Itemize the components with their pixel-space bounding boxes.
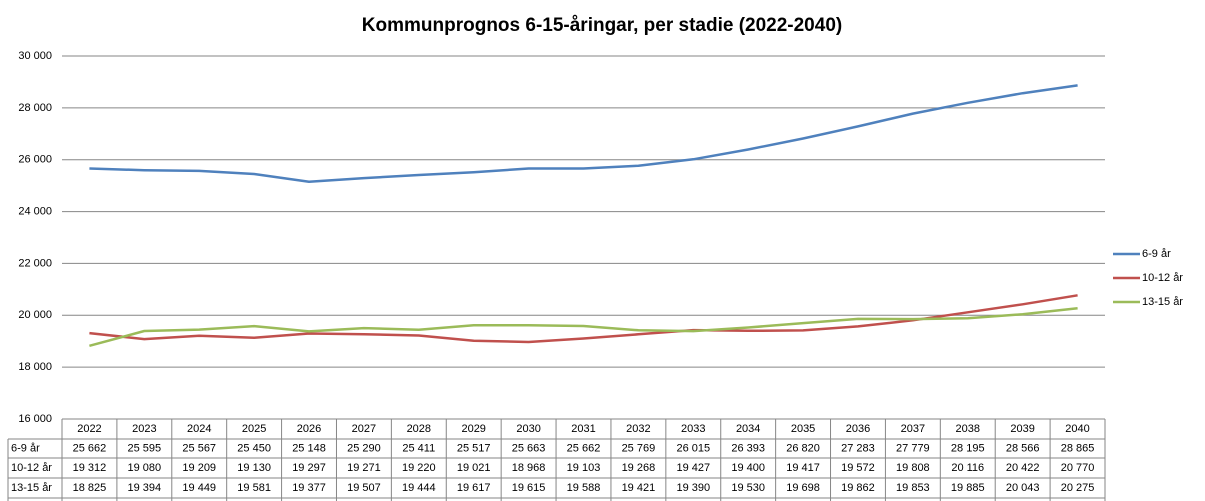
table-cell: 26 820 (786, 442, 820, 454)
table-cell: 19 885 (951, 482, 985, 494)
y-tick-label: 22 000 (18, 257, 52, 269)
x-tick-label: 2031 (571, 423, 595, 435)
table-cell: 19 615 (512, 482, 546, 494)
table-cell: 18 968 (512, 462, 546, 474)
table-cell: 28 865 (1061, 442, 1095, 454)
x-tick-label: 2022 (77, 423, 101, 435)
table-cell: 26 393 (731, 442, 765, 454)
table-cell: 19 209 (182, 462, 216, 474)
x-tick-label: 2040 (1065, 423, 1089, 435)
x-tick-label: 2025 (242, 423, 266, 435)
table-row-label: 6-9 år (11, 442, 40, 454)
series-line (89, 306, 1078, 348)
table-cell: 19 572 (841, 462, 875, 474)
table-cell: 25 148 (292, 442, 326, 454)
x-tick-label: 2035 (791, 423, 815, 435)
table-cell: 19 417 (786, 462, 820, 474)
table-cell: 27 283 (841, 442, 875, 454)
table-cell: 19 130 (237, 462, 271, 474)
table-cell: 25 411 (402, 442, 435, 454)
table-cell: 25 517 (457, 442, 491, 454)
x-tick-label: 2039 (1010, 423, 1034, 435)
table-cell: 20 422 (1006, 462, 1040, 474)
table-cell: 20 116 (951, 462, 984, 474)
x-tick-label: 2038 (956, 423, 980, 435)
table-cell: 19 080 (128, 462, 162, 474)
x-tick-label: 2030 (516, 423, 540, 435)
x-tick-label: 2029 (461, 423, 485, 435)
table-cell: 19 449 (182, 482, 216, 494)
x-tick-label: 2028 (407, 423, 431, 435)
y-tick-label: 18 000 (18, 361, 52, 373)
table-cell: 25 595 (128, 442, 162, 454)
y-tick-label: 28 000 (18, 102, 52, 114)
x-tick-label: 2024 (187, 423, 211, 435)
table-cell: 19 581 (237, 482, 271, 494)
table-cell: 19 268 (622, 462, 656, 474)
table-cell: 19 617 (457, 482, 491, 494)
table-cell: 27 779 (896, 442, 930, 454)
x-tick-label: 2027 (352, 423, 376, 435)
table-cell: 25 662 (73, 442, 107, 454)
chart-title: Kommunprognos 6-15-åringar, per stadie (… (362, 15, 842, 36)
x-tick-label: 2023 (132, 423, 156, 435)
table-cell: 19 297 (292, 462, 326, 474)
y-tick-label: 20 000 (18, 309, 52, 321)
table-cell: 19 103 (567, 462, 601, 474)
table-cell: 19 698 (786, 482, 820, 494)
x-tick-label: 2032 (626, 423, 650, 435)
table-cell: 25 290 (347, 442, 381, 454)
x-tick-label: 2037 (901, 423, 925, 435)
table-cell: 19 220 (402, 462, 436, 474)
table-cell: 19 862 (841, 482, 875, 494)
table-cell: 25 567 (182, 442, 216, 454)
table-cell: 19 808 (896, 462, 930, 474)
table-cell: 26 015 (676, 442, 710, 454)
y-tick-label: 26 000 (18, 154, 52, 166)
y-tick-label: 24 000 (18, 205, 52, 217)
table-cell: 25 663 (512, 442, 546, 454)
x-tick-label: 2033 (681, 423, 705, 435)
table-cell: 25 450 (237, 442, 271, 454)
table-cell: 19 530 (731, 482, 765, 494)
legend-label: 13-15 år (1142, 296, 1183, 308)
table-cell: 19 427 (676, 462, 710, 474)
table-cell: 25 662 (567, 442, 601, 454)
table-cell: 19 421 (622, 482, 656, 494)
table-cell: 25 769 (622, 442, 656, 454)
table-cell: 19 377 (292, 482, 326, 494)
table-row-label: 13-15 år (11, 482, 52, 494)
legend-label: 6-9 år (1142, 248, 1171, 260)
legend-label: 10-12 år (1142, 272, 1183, 284)
x-tick-label: 2026 (297, 423, 321, 435)
x-tick-label: 2034 (736, 423, 760, 435)
table-row-label: 10-12 år (11, 462, 52, 474)
y-tick-label: 16 000 (18, 413, 52, 425)
y-tick-label: 30 000 (18, 50, 52, 62)
series-line (89, 84, 1078, 184)
table-cell: 19 400 (731, 462, 765, 474)
table-cell: 19 312 (73, 462, 107, 474)
table-cell: 19 507 (347, 482, 381, 494)
table-cell: 19 390 (676, 482, 710, 494)
table-cell: 19 853 (896, 482, 930, 494)
table-cell: 19 021 (457, 462, 491, 474)
table-cell: 19 444 (402, 482, 436, 494)
table-cell: 28 566 (1006, 442, 1040, 454)
x-tick-label: 2036 (846, 423, 870, 435)
table-cell: 18 825 (73, 482, 107, 494)
table-cell: 19 394 (128, 482, 162, 494)
table-cell: 20 770 (1061, 462, 1095, 474)
table-cell: 28 195 (951, 442, 985, 454)
table-cell: 20 275 (1061, 482, 1095, 494)
table-cell: 19 588 (567, 482, 601, 494)
table-cell: 19 271 (347, 462, 381, 474)
table-cell: 20 043 (1006, 482, 1040, 494)
